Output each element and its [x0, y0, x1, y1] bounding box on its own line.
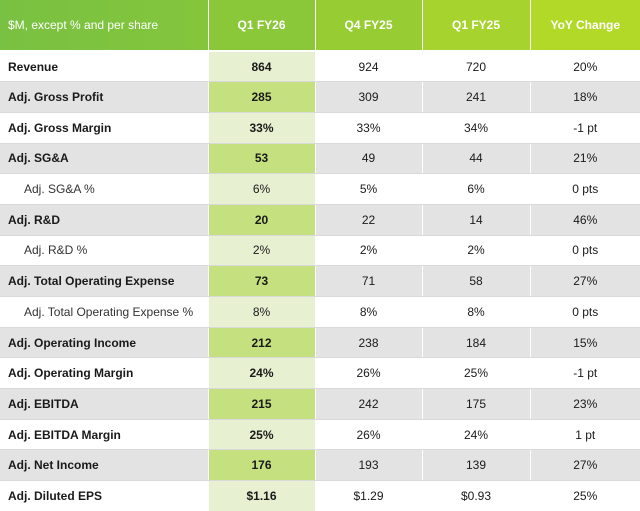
cell-q4-fy25: 193	[315, 449, 423, 482]
row-label: Adj. Total Operating Expense	[0, 265, 209, 297]
cell-q4-fy25: 309	[315, 81, 423, 113]
table-row: Adj. R&D 20 22 14 46%	[0, 204, 640, 236]
row-label: Adj. EBITDA Margin	[0, 419, 209, 451]
cell-q1-fy26: 212	[208, 327, 316, 359]
row-label: Adj. Diluted EPS	[0, 480, 209, 511]
table-row: Revenue 864 924 720 20%	[0, 51, 640, 83]
cell-q1-fy26: 8%	[208, 296, 316, 328]
cell-q4-fy25: 8%	[315, 296, 423, 328]
header-units: $M, except % and per share	[0, 0, 209, 52]
cell-q1-fy26: 73	[208, 265, 316, 297]
cell-q4-fy25: 2%	[315, 235, 423, 267]
cell-q1-fy26: 20	[208, 204, 316, 236]
table-row: Adj. Gross Profit 285 309 241 18%	[0, 81, 640, 113]
cell-q4-fy25: 26%	[315, 419, 423, 451]
row-label: Adj. Net Income	[0, 449, 209, 482]
row-label: Adj. Gross Profit	[0, 81, 209, 113]
cell-yoy-change: 15%	[530, 327, 640, 359]
cell-q1-fy26: $1.16	[208, 480, 316, 511]
table-header: $M, except % and per share Q1 FY26 Q4 FY…	[0, 0, 640, 52]
table-body: Revenue 864 924 720 20% Adj. Gross Profit 285 3…	[0, 51, 640, 511]
cell-yoy-change: 27%	[530, 449, 640, 482]
cell-q1-fy26: 6%	[208, 173, 316, 205]
cell-yoy-change: 0 pts	[530, 173, 640, 205]
cell-q1-fy26: 33%	[208, 112, 316, 144]
cell-q1-fy26: 176	[208, 449, 316, 482]
cell-q1-fy26: 24%	[208, 357, 316, 390]
cell-q4-fy25: 5%	[315, 173, 423, 205]
cell-q1-fy25: 34%	[422, 112, 531, 144]
header-q1-fy26: Q1 FY26	[208, 0, 316, 52]
row-label: Adj. Operating Margin	[0, 357, 209, 390]
cell-q1-fy26: 2%	[208, 235, 316, 267]
cell-yoy-change: -1 pt	[530, 357, 640, 390]
table-row: Adj. Total Operating Expense 73 71 58 27%	[0, 265, 640, 297]
cell-q1-fy25: 58	[422, 265, 531, 297]
cell-q1-fy25: 720	[422, 51, 531, 83]
table-row: Adj. Operating Margin 24% 26% 25% -1 pt	[0, 357, 640, 390]
row-label: Adj. Gross Margin	[0, 112, 209, 144]
row-label: Adj. SG&A	[0, 143, 209, 175]
cell-yoy-change: 18%	[530, 81, 640, 113]
cell-yoy-change: 23%	[530, 388, 640, 420]
cell-q4-fy25: 924	[315, 51, 423, 83]
header-q1-fy25: Q1 FY25	[422, 0, 531, 52]
table-row: Adj. EBITDA 215 242 175 23%	[0, 388, 640, 420]
cell-q1-fy25: 14	[422, 204, 531, 236]
cell-q1-fy25: 139	[422, 449, 531, 482]
row-label: Adj. Operating Income	[0, 327, 209, 359]
row-label: Adj. R&D %	[0, 235, 209, 267]
row-label: Adj. R&D	[0, 204, 209, 236]
row-label: Adj. SG&A %	[0, 173, 209, 205]
cell-yoy-change: 25%	[530, 480, 640, 511]
cell-q1-fy25: 184	[422, 327, 531, 359]
header-yoy-change: YoY Change	[530, 0, 640, 52]
cell-q1-fy26: 864	[208, 51, 316, 83]
cell-yoy-change: 21%	[530, 143, 640, 175]
cell-yoy-change: 27%	[530, 265, 640, 297]
cell-q4-fy25: $1.29	[315, 480, 423, 511]
cell-q1-fy25: 8%	[422, 296, 531, 328]
cell-q1-fy26: 25%	[208, 419, 316, 451]
cell-q4-fy25: 242	[315, 388, 423, 420]
cell-q1-fy25: 24%	[422, 419, 531, 451]
table-row: Adj. Net Income 176 193 139 27%	[0, 449, 640, 482]
cell-q1-fy25: 241	[422, 81, 531, 113]
table-row: Adj. SG&A 53 49 44 21%	[0, 143, 640, 175]
cell-q4-fy25: 33%	[315, 112, 423, 144]
table-row: Adj. EBITDA Margin 25% 26% 24% 1 pt	[0, 419, 640, 451]
table-row: Adj. R&D % 2% 2% 2% 0 pts	[0, 235, 640, 267]
cell-q1-fy26: 53	[208, 143, 316, 175]
table-row: Adj. Operating Income 212 238 184 15%	[0, 327, 640, 359]
cell-q4-fy25: 71	[315, 265, 423, 297]
cell-q1-fy26: 215	[208, 388, 316, 420]
cell-q4-fy25: 49	[315, 143, 423, 175]
cell-q1-fy25: $0.93	[422, 480, 531, 511]
row-label: Adj. EBITDA	[0, 388, 209, 420]
cell-q1-fy25: 175	[422, 388, 531, 420]
cell-q1-fy25: 6%	[422, 173, 531, 205]
table-row: Adj. Gross Margin 33% 33% 34% -1 pt	[0, 112, 640, 144]
table-row: Adj. Diluted EPS $1.16 $1.29 $0.93 25%	[0, 480, 640, 511]
row-label: Adj. Total Operating Expense %	[0, 296, 209, 328]
cell-q1-fy25: 25%	[422, 357, 531, 390]
table-row: Adj. SG&A % 6% 5% 6% 0 pts	[0, 173, 640, 205]
cell-q1-fy26: 285	[208, 81, 316, 113]
cell-yoy-change: 1 pt	[530, 419, 640, 451]
cell-q1-fy25: 2%	[422, 235, 531, 267]
cell-yoy-change: 46%	[530, 204, 640, 236]
cell-yoy-change: 0 pts	[530, 235, 640, 267]
cell-yoy-change: 20%	[530, 51, 640, 83]
cell-q4-fy25: 238	[315, 327, 423, 359]
table-row: Adj. Total Operating Expense % 8% 8% 8% 0 pt…	[0, 296, 640, 328]
cell-yoy-change: 0 pts	[530, 296, 640, 328]
row-label: Revenue	[0, 51, 209, 83]
header-q4-fy25: Q4 FY25	[315, 0, 423, 52]
header-row: $M, except % and per share Q1 FY26 Q4 FY…	[0, 0, 640, 52]
cell-q4-fy25: 26%	[315, 357, 423, 390]
cell-yoy-change: -1 pt	[530, 112, 640, 144]
cell-q4-fy25: 22	[315, 204, 423, 236]
cell-q1-fy25: 44	[422, 143, 531, 175]
